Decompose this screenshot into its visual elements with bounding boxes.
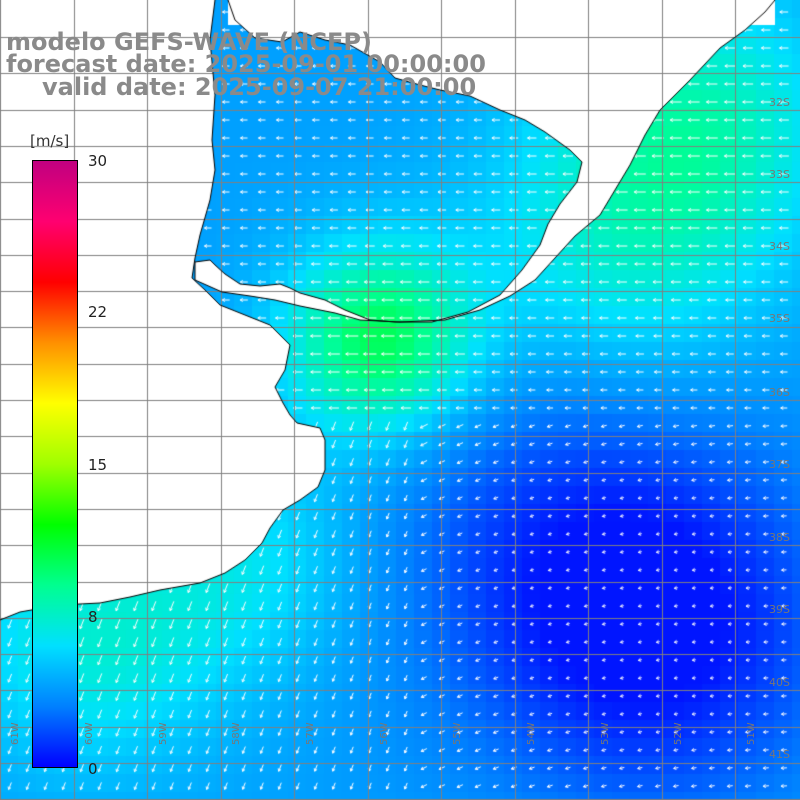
lon-label: 58W [231, 722, 242, 745]
lat-label: 35S [769, 312, 790, 325]
lat-label: 41S [769, 748, 790, 761]
model-name: modelo GEFS-WAVE (NCEP) [6, 28, 372, 56]
valid-date: valid date: 2025-09-07 21:00:00 [42, 73, 477, 101]
lon-label: 57W [305, 722, 316, 745]
lat-label: 36S [769, 386, 790, 399]
colorbar-tick: 0 [88, 760, 98, 778]
lon-label: 60W [84, 722, 95, 745]
forecast-date: forecast date: 2025-09-01 00:00:00 [6, 50, 486, 78]
lat-label: 39S [769, 603, 790, 616]
lon-label: 55W [452, 722, 463, 745]
colorbar-tick: 15 [88, 456, 108, 474]
lat-label: 37S [769, 458, 790, 471]
lon-label: 51W [746, 722, 757, 745]
lon-label: 53W [600, 722, 611, 745]
lon-label: 59W [158, 722, 169, 745]
colorbar-unit: [m/s] [30, 132, 70, 150]
lat-label: 40S [769, 676, 790, 689]
lat-label: 33S [769, 168, 790, 181]
lon-label: 52W [673, 722, 684, 745]
colorbar-tick: 8 [88, 608, 98, 626]
lat-label: 34S [769, 240, 790, 253]
lon-label: 56W [379, 722, 390, 745]
colorbar-tick: 30 [88, 152, 108, 170]
lon-label: 54W [526, 722, 537, 745]
lat-label: 38S [769, 531, 790, 544]
lon-label: 61W [10, 722, 21, 745]
colorbar-gradient [32, 160, 78, 768]
colorbar-tick: 22 [88, 303, 108, 321]
lat-label: 32S [769, 96, 790, 109]
